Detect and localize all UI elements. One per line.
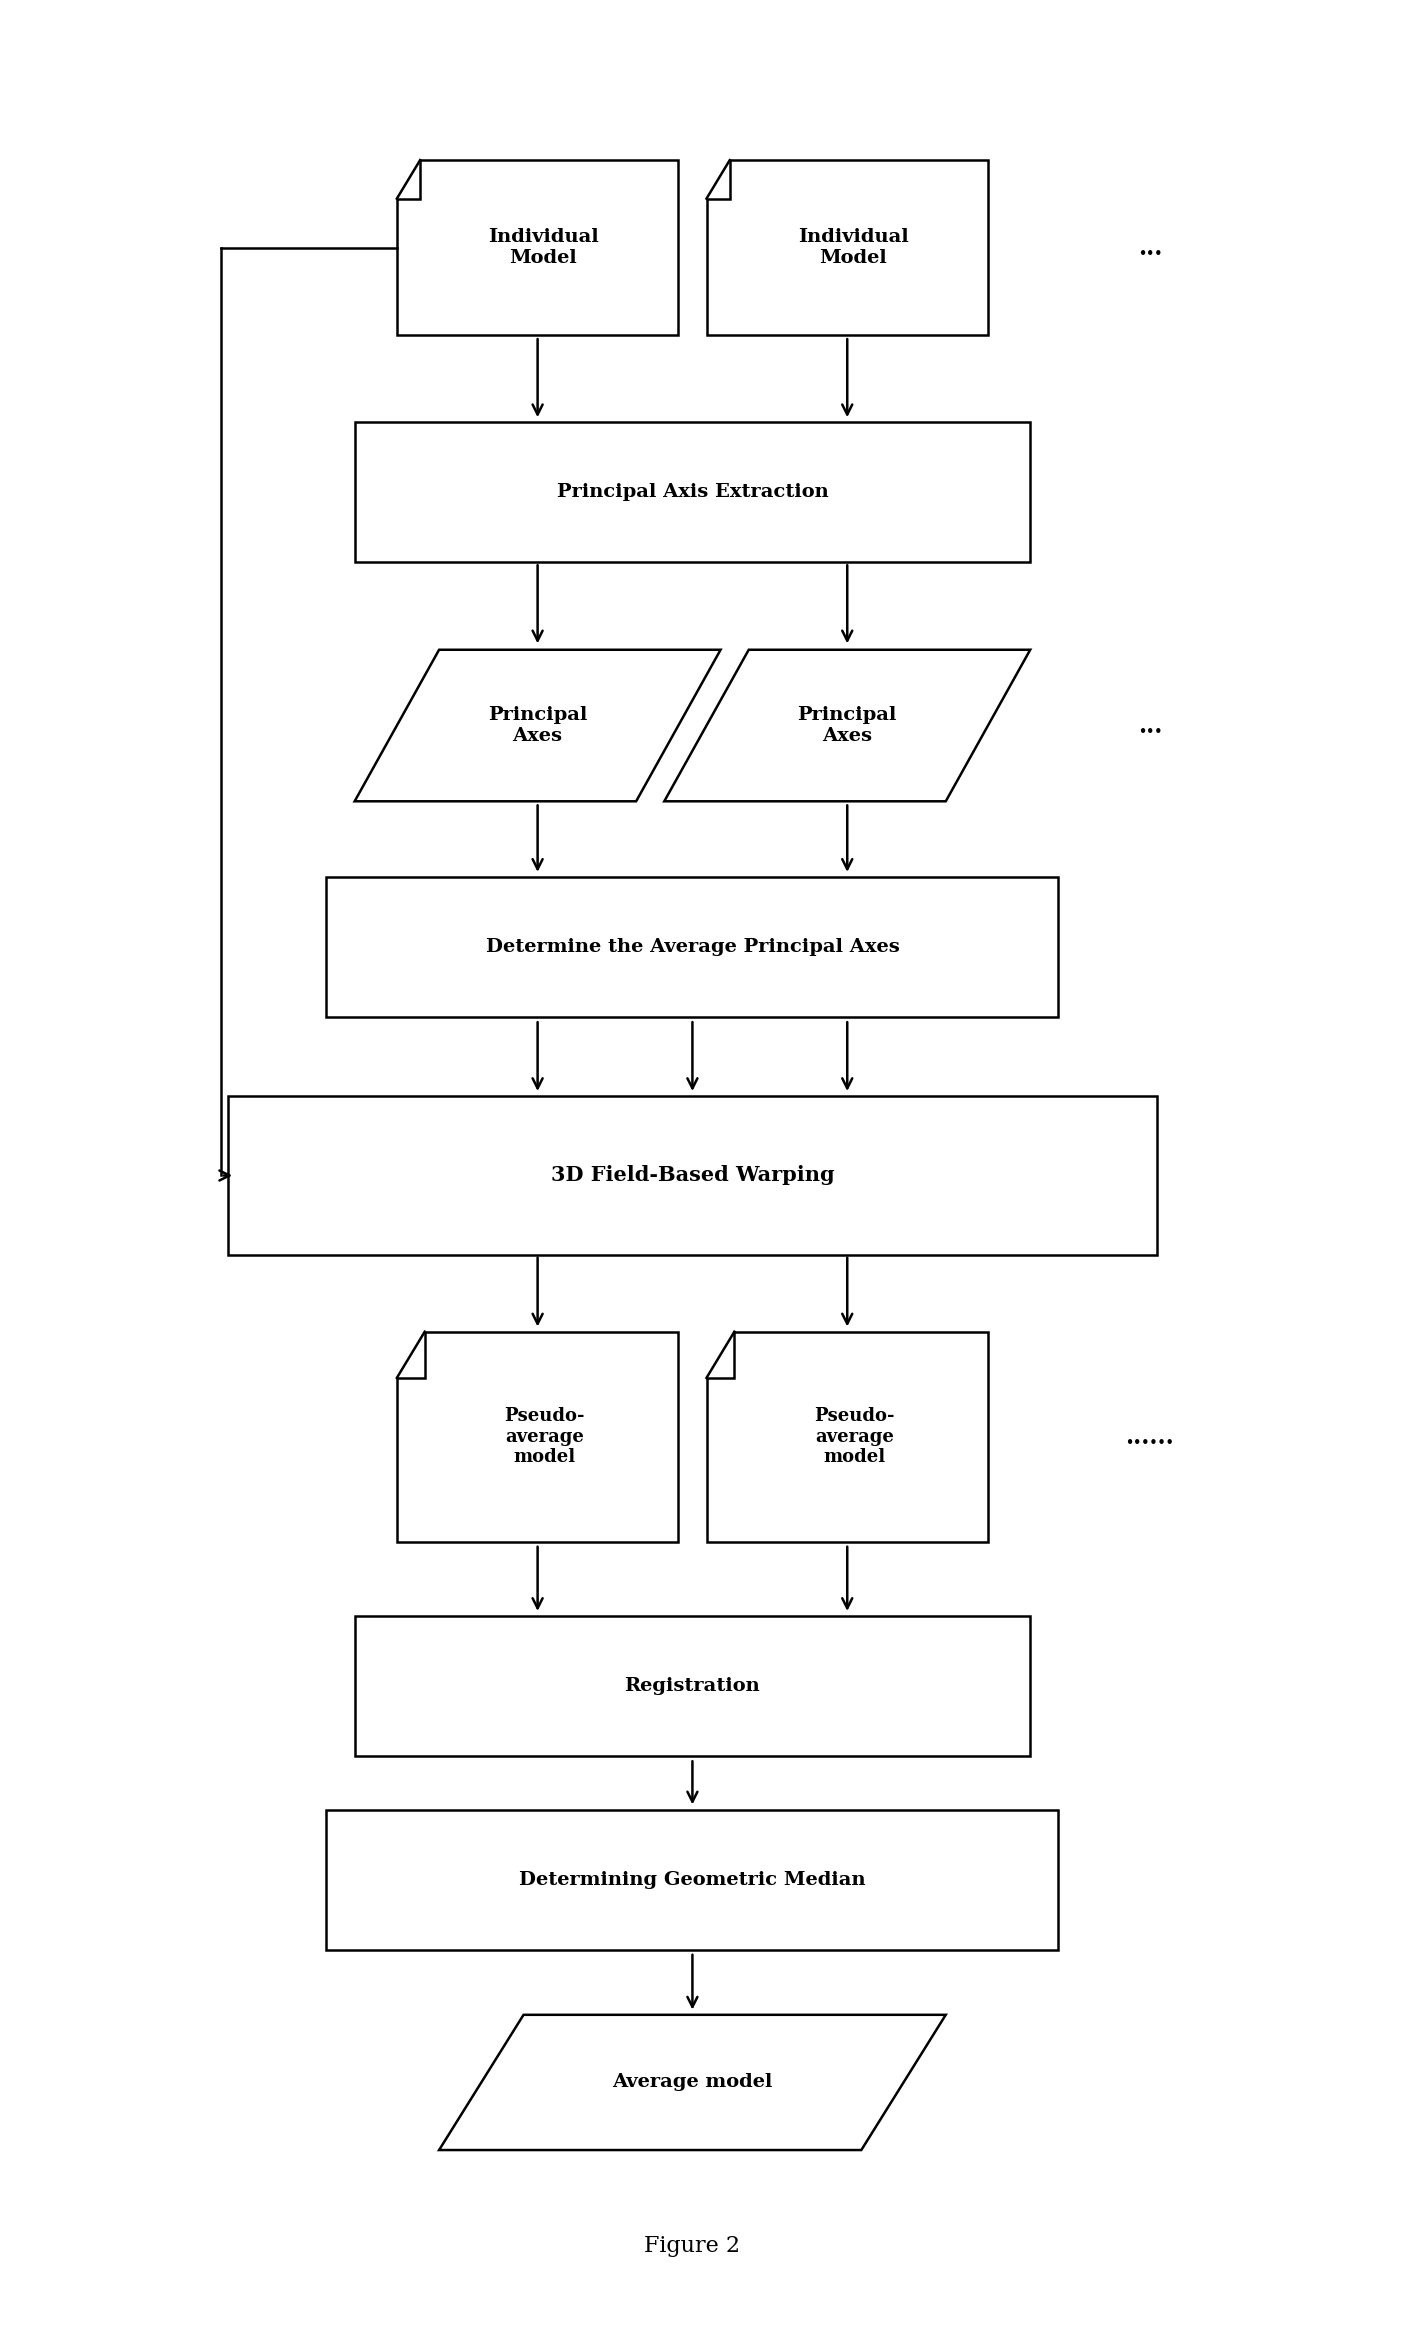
Polygon shape bbox=[706, 161, 988, 334]
Polygon shape bbox=[706, 1332, 988, 1542]
Polygon shape bbox=[397, 161, 678, 334]
Text: Average model: Average model bbox=[612, 2073, 773, 2092]
Text: Figure 2: Figure 2 bbox=[644, 2234, 740, 2258]
Polygon shape bbox=[439, 2014, 945, 2150]
Polygon shape bbox=[664, 650, 1030, 802]
Text: Determining Geometric Median: Determining Geometric Median bbox=[519, 1870, 866, 1888]
Text: Principal
Axes: Principal Axes bbox=[487, 706, 588, 746]
Bar bbox=[227, 1096, 1157, 1255]
Text: Registration: Registration bbox=[625, 1678, 760, 1694]
Bar bbox=[355, 1617, 1030, 1755]
Text: ...: ... bbox=[1137, 713, 1161, 738]
Text: Determine the Average Principal Axes: Determine the Average Principal Axes bbox=[486, 937, 899, 956]
Text: ......: ...... bbox=[1126, 1426, 1174, 1449]
Bar bbox=[326, 876, 1058, 1017]
Bar bbox=[355, 423, 1030, 563]
Text: Pseudo-
average
model: Pseudo- average model bbox=[814, 1407, 894, 1465]
Text: Individual
Model: Individual Model bbox=[798, 229, 909, 266]
Text: Principal
Axes: Principal Axes bbox=[797, 706, 897, 746]
Bar bbox=[326, 1809, 1058, 1949]
Text: Principal Axis Extraction: Principal Axis Extraction bbox=[557, 484, 828, 502]
Text: Pseudo-
average
model: Pseudo- average model bbox=[504, 1407, 585, 1465]
Polygon shape bbox=[397, 1332, 678, 1542]
Text: 3D Field-Based Warping: 3D Field-Based Warping bbox=[551, 1166, 834, 1185]
Text: ...: ... bbox=[1137, 236, 1161, 259]
Polygon shape bbox=[355, 650, 721, 802]
Text: Individual
Model: Individual Model bbox=[487, 229, 599, 266]
